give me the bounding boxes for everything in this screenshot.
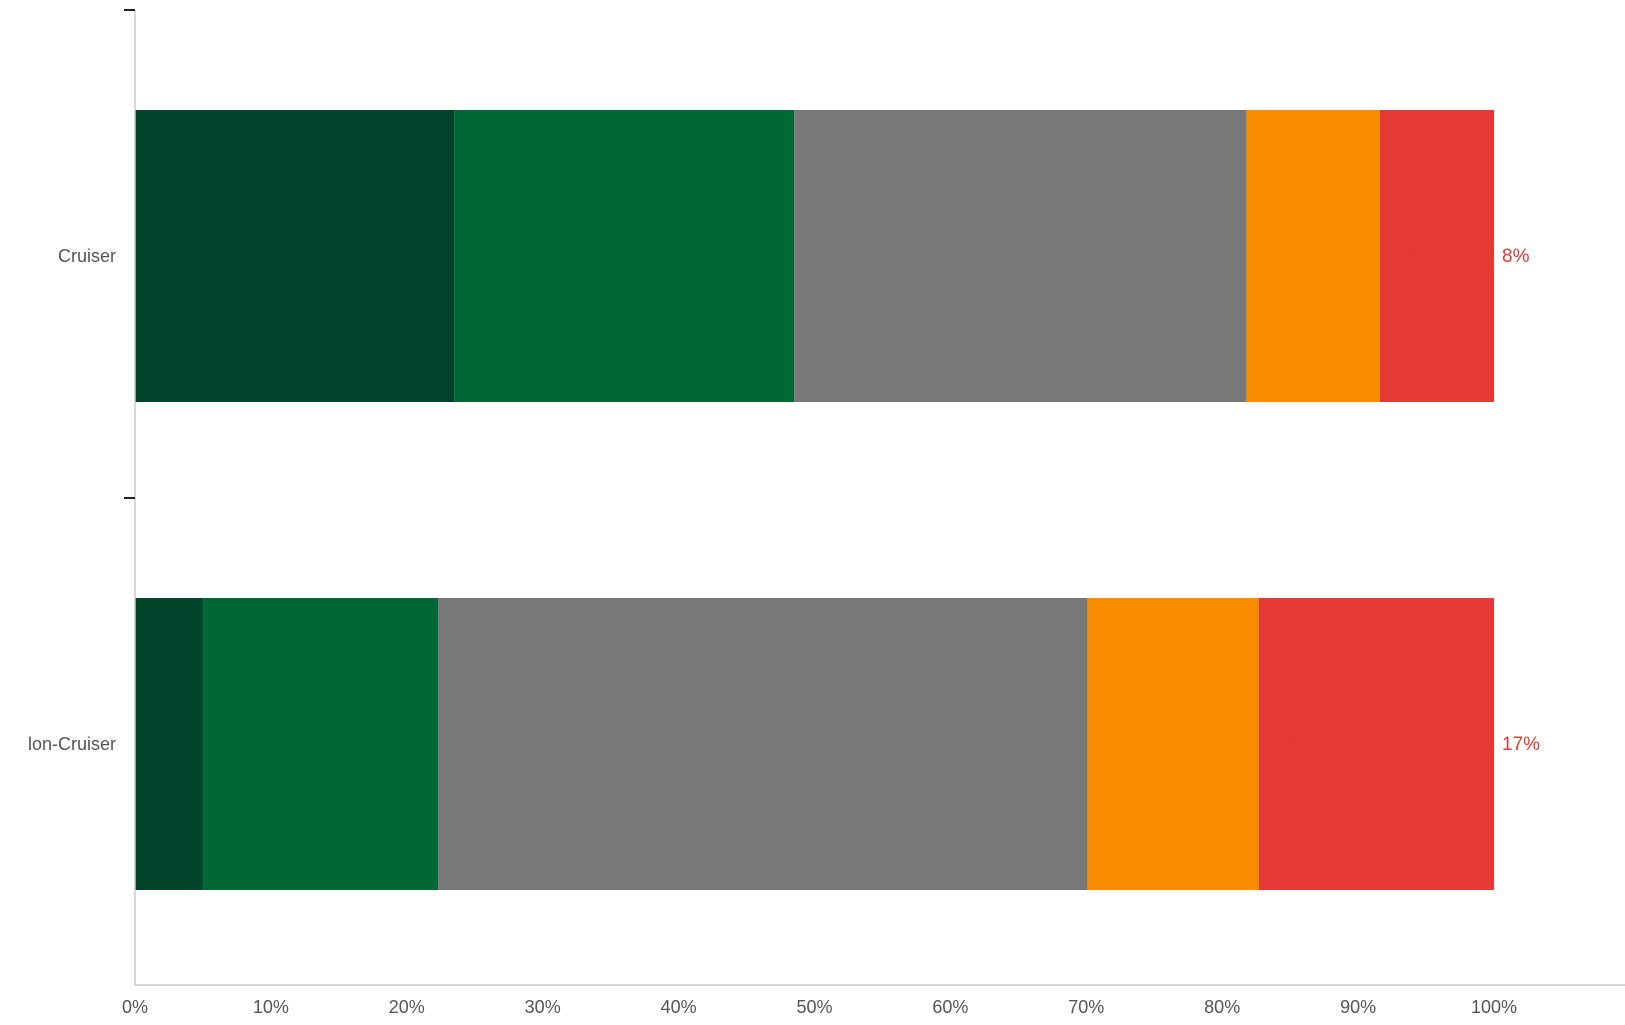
data-label: 8% xyxy=(1502,246,1530,267)
x-tick-label: 30% xyxy=(525,997,561,1017)
x-tick-label: 80% xyxy=(1204,997,1240,1017)
data-label: 10% xyxy=(1388,246,1426,267)
data-label: 24% xyxy=(462,246,500,267)
axes-layer: Cruiser lon-Cruiser 0% 10% 20% 30% 40% 50% 60% 70… xyxy=(28,9,1625,1017)
x-tick-label: 100% xyxy=(1471,997,1517,1017)
x-tick-label: 70% xyxy=(1068,997,1104,1017)
x-tick-label: 60% xyxy=(932,997,968,1017)
bar-segment-1-2 xyxy=(454,110,795,402)
bar-segment-2-4 xyxy=(1087,598,1259,890)
data-label: 25% xyxy=(802,246,840,267)
x-tick-label: 20% xyxy=(389,997,425,1017)
bar-segment-2-2 xyxy=(202,598,439,890)
bar-segment-2-1 xyxy=(135,598,203,890)
x-tick-label: 40% xyxy=(661,997,697,1017)
x-tick-label: 90% xyxy=(1340,997,1376,1017)
bars-layer xyxy=(135,110,1494,890)
bar-segment-1-3 xyxy=(794,110,1247,402)
category-label: lon-Cruiser xyxy=(28,734,116,754)
data-label: 48% xyxy=(1096,734,1134,755)
x-tick-label: 0% xyxy=(122,997,148,1017)
bar-segment-1-5 xyxy=(1379,110,1494,402)
category-label: Cruiser xyxy=(58,246,116,266)
bar-segment-1-1 xyxy=(135,110,455,402)
data-labels-layer: 24% 25% 33% 10% 8% 5% 17% 48% 13% 17% xyxy=(211,246,1540,755)
bar-segment-2-5 xyxy=(1258,598,1494,890)
x-tick-label: 50% xyxy=(796,997,832,1017)
bar-segment-1-4 xyxy=(1246,110,1380,402)
data-label: 5% xyxy=(211,734,239,755)
data-label: 13% xyxy=(1267,734,1305,755)
x-tick-label: 10% xyxy=(253,997,289,1017)
data-label: 17% xyxy=(446,734,484,755)
data-label: 33% xyxy=(1255,246,1293,267)
data-label: 17% xyxy=(1502,734,1540,755)
bar-segment-2-3 xyxy=(438,598,1088,890)
